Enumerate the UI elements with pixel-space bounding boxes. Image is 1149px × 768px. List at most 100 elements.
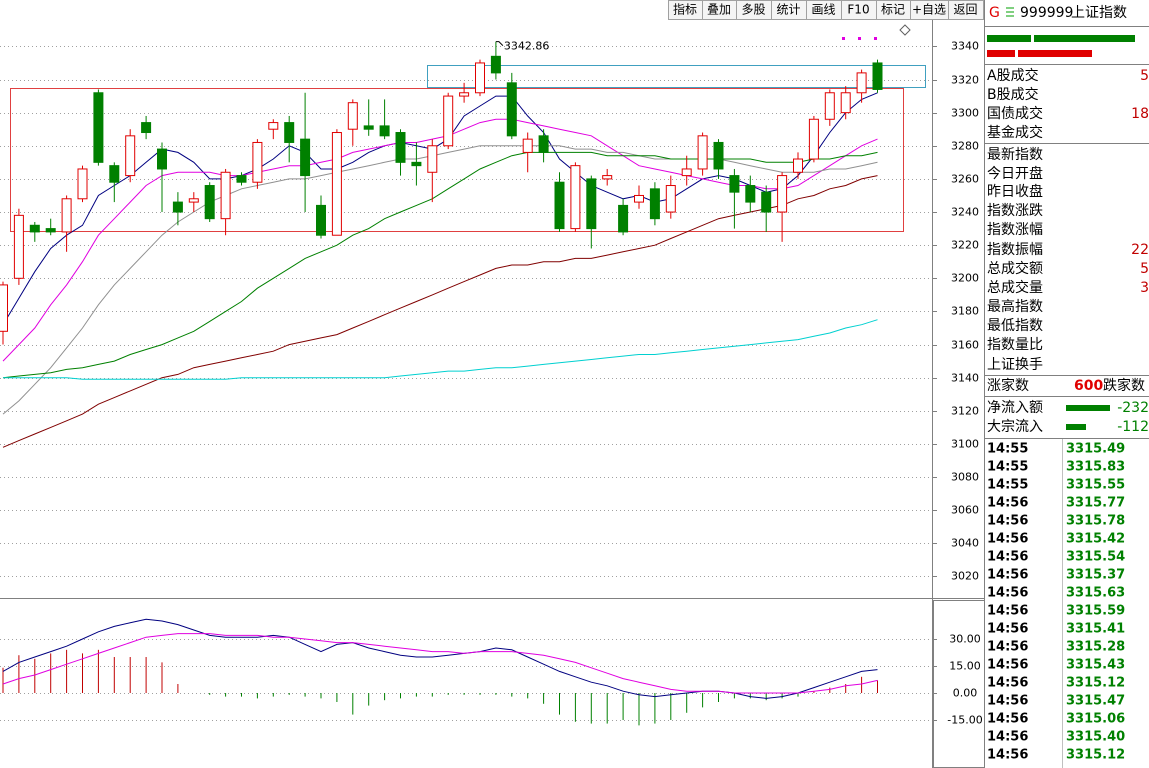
toolbar-label[interactable]: +自选 bbox=[912, 3, 946, 17]
tick-time: 14:56 bbox=[987, 550, 1028, 565]
field-value: 22 bbox=[1131, 242, 1149, 258]
y-tick-label: 3240 bbox=[951, 206, 979, 219]
candle-body bbox=[443, 95, 454, 147]
candle-body bbox=[490, 55, 501, 74]
y-tick-label: 3060 bbox=[951, 504, 979, 517]
indicator-line bbox=[2, 145, 878, 415]
toolbar-label[interactable]: 叠加 bbox=[707, 3, 731, 17]
candle-body bbox=[0, 284, 8, 332]
bar bbox=[987, 35, 1031, 42]
tick-time: 14:55 bbox=[987, 478, 1028, 493]
tick-price: 3315.41 bbox=[1066, 622, 1125, 637]
y-tick-label: -15.00 bbox=[947, 714, 982, 727]
y-tick-label: 3340 bbox=[951, 40, 979, 53]
tick-time: 14:55 bbox=[987, 460, 1028, 475]
tick-price: 3315.12 bbox=[1066, 676, 1125, 691]
candle-body bbox=[554, 181, 565, 230]
toolbar-label[interactable]: 标记 bbox=[881, 3, 905, 17]
flow-value: -232 bbox=[1117, 400, 1149, 416]
y-tick-label: 3180 bbox=[951, 305, 979, 318]
macd-chart: 30.00 15.00 0.00 -15.00 bbox=[0, 618, 983, 727]
candle-body bbox=[157, 148, 167, 170]
tick-time: 14:56 bbox=[987, 748, 1028, 763]
toolbar-label[interactable]: 画线 bbox=[811, 3, 835, 17]
indicator-line bbox=[2, 151, 878, 379]
tick-price: 3315.40 bbox=[1066, 730, 1125, 745]
tick-time: 14:56 bbox=[987, 568, 1028, 583]
candle-body bbox=[268, 122, 279, 130]
candle-body bbox=[109, 165, 120, 183]
high-label: 3342.86 bbox=[504, 40, 550, 53]
candle-body bbox=[236, 175, 247, 183]
candle-body bbox=[872, 62, 883, 90]
tick-price: 3315.06 bbox=[1066, 712, 1125, 727]
field-label: 昨日收盘 bbox=[987, 183, 1043, 200]
field-label: 国债成交 bbox=[987, 105, 1043, 122]
y-tick-label: 15.00 bbox=[949, 660, 981, 673]
candle-body bbox=[45, 228, 56, 233]
toolbar-label[interactable]: F10 bbox=[847, 3, 869, 17]
range-box bbox=[10, 88, 904, 232]
bar bbox=[1034, 35, 1135, 42]
tick-price: 3315.54 bbox=[1066, 550, 1125, 565]
diamond-icon[interactable] bbox=[899, 24, 911, 36]
candle-body bbox=[586, 178, 597, 230]
field-label: 最新指数 bbox=[987, 147, 1043, 163]
toolbar-label[interactable]: 统计 bbox=[776, 3, 800, 17]
candle-body bbox=[697, 135, 708, 170]
toolbar-label[interactable]: 返回 bbox=[953, 3, 977, 17]
field-label: 总成交量 bbox=[987, 279, 1043, 296]
candle-body bbox=[125, 135, 136, 177]
y-tick-label: 30.00 bbox=[949, 633, 981, 646]
candle-body bbox=[506, 82, 517, 137]
candle-body bbox=[808, 118, 819, 160]
candle-body bbox=[93, 92, 104, 163]
bar bbox=[987, 50, 1015, 57]
y-tick-label: 3100 bbox=[951, 438, 979, 451]
flow-bar bbox=[1066, 405, 1110, 411]
y-tick-label: 3140 bbox=[951, 372, 979, 385]
candle-body bbox=[252, 141, 263, 183]
tick-price: 3315.49 bbox=[1066, 442, 1125, 457]
candle-body bbox=[141, 122, 152, 134]
toolbar-label[interactable]: 指标 bbox=[673, 2, 697, 17]
tick-price: 3315.55 bbox=[1066, 478, 1125, 493]
candle-body bbox=[459, 92, 470, 97]
candle-body bbox=[379, 125, 390, 137]
tick-time: 14:56 bbox=[987, 640, 1028, 655]
candle-body bbox=[77, 168, 88, 200]
y-tick-label: 3160 bbox=[951, 339, 979, 352]
field-label: 指数涨幅 bbox=[987, 222, 1043, 238]
y-tick-label: 3040 bbox=[951, 537, 979, 550]
tick-time: 14:56 bbox=[987, 712, 1028, 727]
field-label: 上证换手 bbox=[987, 356, 1043, 373]
toolbar-label[interactable]: 多股 bbox=[741, 3, 765, 17]
candle-body bbox=[856, 72, 867, 94]
tick-price: 3315.37 bbox=[1066, 568, 1125, 583]
tick-time: 14:56 bbox=[987, 622, 1028, 637]
menu-icon[interactable] bbox=[1006, 7, 1014, 17]
indicator-line bbox=[3, 319, 878, 380]
candle-body bbox=[331, 132, 342, 236]
field-label: A股成交 bbox=[987, 67, 1039, 84]
field-label: 总成交额 bbox=[987, 260, 1043, 277]
toolbar-button[interactable] bbox=[948, 0, 984, 20]
candle-body bbox=[713, 141, 724, 170]
field-value: 5 bbox=[1140, 68, 1149, 84]
tick-price: 3315.59 bbox=[1066, 604, 1125, 619]
tick-price: 3315.28 bbox=[1066, 640, 1125, 655]
candle-body bbox=[522, 138, 533, 153]
advancers: 600 bbox=[1074, 378, 1103, 394]
y-tick-label: 3220 bbox=[951, 239, 979, 252]
tick-time: 14:56 bbox=[987, 694, 1028, 709]
y-tick-label: 3200 bbox=[951, 272, 979, 285]
field-label: 基金成交 bbox=[987, 124, 1043, 141]
candle-body bbox=[840, 92, 851, 114]
tick-time: 14:56 bbox=[987, 514, 1028, 529]
y-tick-label: 3120 bbox=[951, 405, 979, 418]
candle-body bbox=[570, 165, 581, 230]
range-box bbox=[427, 65, 926, 88]
name: 上证指数 bbox=[1071, 5, 1127, 21]
